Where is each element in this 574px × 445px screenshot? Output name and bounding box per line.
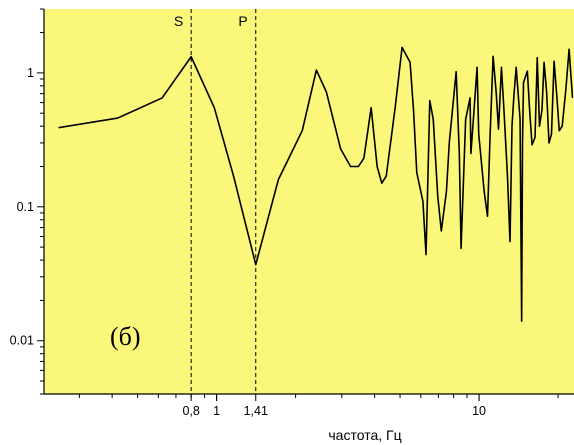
marker-label-S: S bbox=[174, 13, 183, 29]
marker-label-P: P bbox=[238, 13, 247, 29]
x-axis-label: частота, Гц bbox=[328, 427, 401, 443]
x-tick-label: 10 bbox=[472, 404, 486, 418]
x-tick-label: 1,41 bbox=[244, 404, 268, 418]
y-tick-label: 0.01 bbox=[10, 334, 34, 348]
series-line bbox=[58, 46, 574, 322]
x-tick-label: 0,8 bbox=[182, 404, 199, 418]
y-tick-label: 0.1 bbox=[17, 200, 34, 214]
panel-label: (б) bbox=[110, 322, 141, 351]
x-tick-label: 1 bbox=[213, 404, 220, 418]
y-tick-label: 1 bbox=[27, 66, 34, 80]
